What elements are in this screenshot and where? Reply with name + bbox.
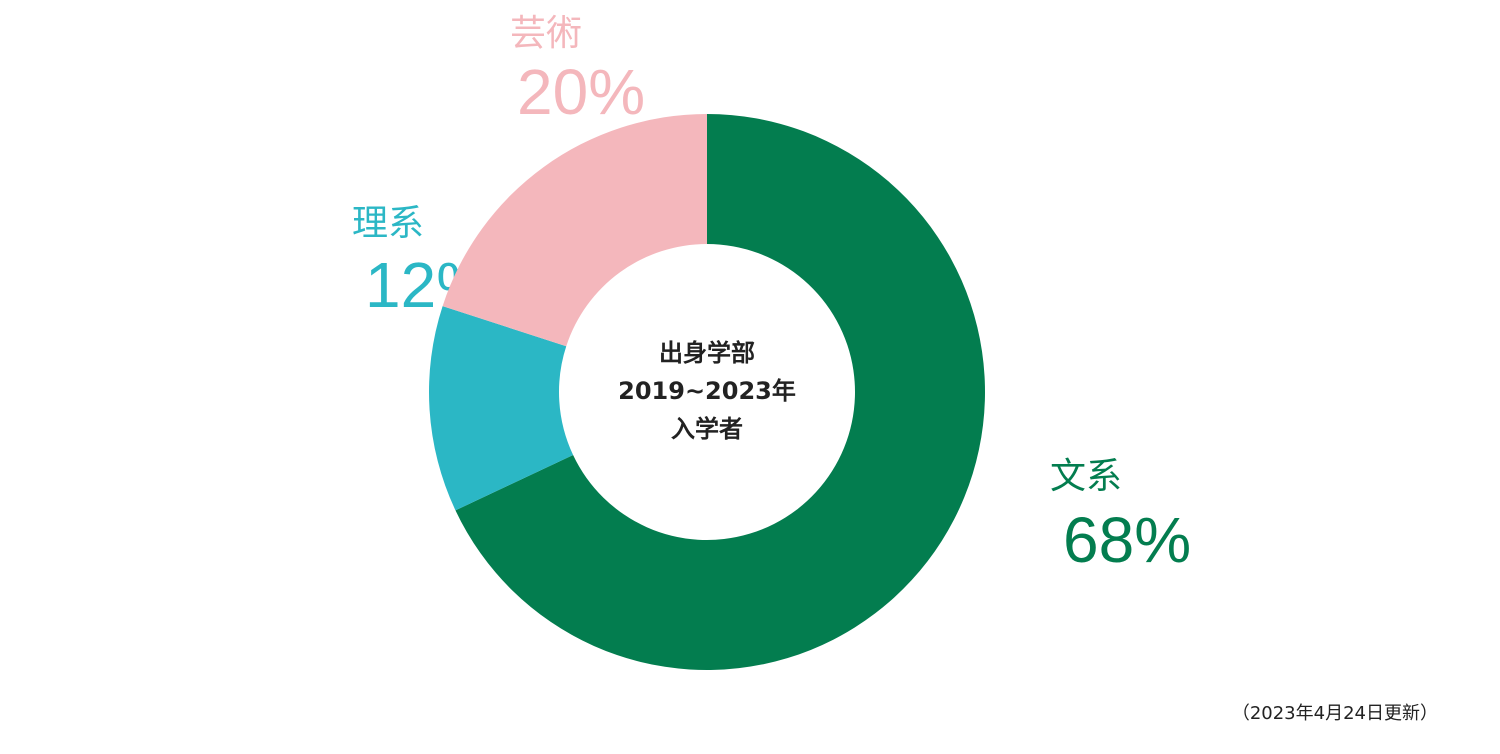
category-label: 理系 <box>352 203 424 244</box>
update-note: （2023年4月24日更新） <box>1232 703 1438 724</box>
center-text: 出身学部 <box>659 339 755 367</box>
donut-slice <box>455 114 985 670</box>
value-label: 20% <box>517 56 645 128</box>
donut-slice <box>442 114 707 347</box>
category-label: 文系 <box>1050 456 1122 497</box>
center-text: 2019~2023年 <box>618 377 796 405</box>
donut-slice <box>428 306 574 511</box>
center-text: 入学者 <box>671 415 743 443</box>
value-label: 68% <box>1063 504 1191 576</box>
category-label: 芸術 <box>510 13 582 54</box>
